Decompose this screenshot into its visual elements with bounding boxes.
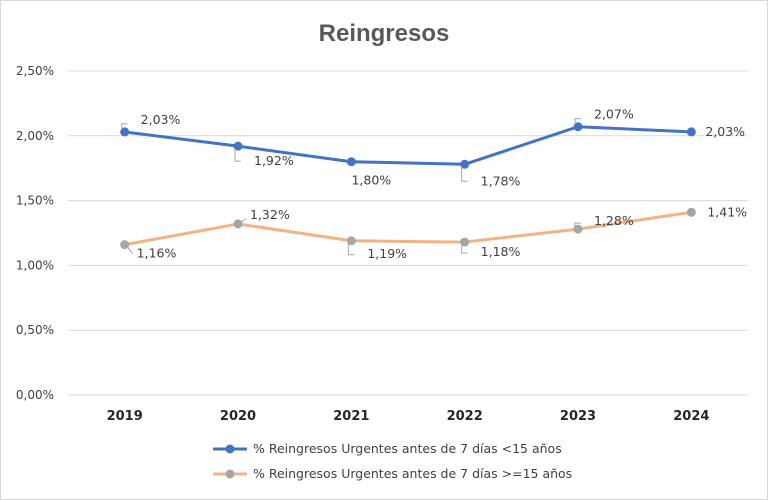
series-1-data-label: 1,92%: [254, 153, 294, 168]
series-1-data-label: 2,03%: [141, 112, 181, 127]
series-2-point: [120, 240, 130, 250]
series-2-point: [573, 224, 583, 234]
x-tick-label: 2021: [333, 409, 369, 424]
data-label-leader: [126, 245, 134, 254]
legend-marker-2: [225, 469, 235, 479]
series-2-data-label: 1,19%: [367, 246, 407, 261]
data-label-leader: [347, 242, 355, 256]
x-tick-label: 2020: [220, 409, 256, 424]
legend-label-2: % Reingresos Urgentes antes de 7 días >=…: [253, 466, 572, 481]
data-label-leader: [461, 166, 468, 182]
series-1-point: [460, 159, 470, 169]
series-1-data-label: 1,80%: [351, 173, 391, 188]
x-tick-label: 2022: [447, 409, 483, 424]
chart-title: Reingresos: [319, 20, 450, 47]
x-axis-ticks: 2019 2020 2021 2022 2023 2024: [107, 409, 710, 424]
series-1-data-label: 1,78%: [481, 173, 521, 188]
y-tick-label: 2,00%: [16, 129, 54, 143]
series-2-point: [460, 237, 470, 247]
series-1-point: [120, 127, 130, 137]
series-2-data-label: 1,18%: [481, 244, 521, 259]
gridlines: [68, 70, 748, 396]
y-tick-label: 1,50%: [16, 194, 54, 208]
legend-label-1: % Reingresos Urgentes antes de 7 días <1…: [253, 441, 562, 456]
series-2-point: [686, 207, 696, 217]
series-1-data-label: 2,03%: [705, 124, 745, 139]
series-1-data-label: 2,07%: [594, 107, 634, 122]
series-2-data-label: 1,28%: [594, 213, 634, 228]
x-tick-label: 2024: [673, 409, 709, 424]
series-1-point: [346, 157, 356, 167]
series-line-1: [123, 125, 693, 166]
series-2-point: [346, 236, 356, 246]
data-label-leader: [461, 244, 468, 254]
y-tick-label: 0,50%: [16, 323, 54, 337]
series-1-point: [233, 141, 243, 151]
series-1-point: [573, 122, 583, 132]
series-2-data-label: 1,41%: [707, 204, 747, 219]
y-tick-label: 1,00%: [16, 258, 54, 272]
data-label-leader: [234, 148, 241, 162]
series-layer: [120, 122, 696, 250]
data-label-leader: [574, 118, 581, 125]
legend: % Reingresos Urgentes antes de 7 días <1…: [213, 441, 572, 481]
data-label-leader: [574, 222, 581, 228]
series-2-data-label: 1,16%: [137, 246, 177, 261]
y-axis-ticks: 0,00% 0,50% 1,00% 1,50% 2,00% 2,50%: [16, 64, 54, 402]
series-2-point: [233, 219, 243, 229]
x-tick-label: 2023: [560, 409, 596, 424]
series-1-point: [686, 127, 696, 137]
series-2-data-label: 1,32%: [250, 207, 290, 222]
data-label-leader: [121, 123, 128, 130]
data-label-leader: [239, 218, 247, 224]
series-line-2: [123, 210, 693, 247]
x-tick-label: 2019: [107, 409, 143, 424]
y-tick-label: 2,50%: [16, 64, 54, 78]
data-labels: 2,03% 1,92% 1,80% 1,78% 2,07% 2,03% 1,16% 1,32%…: [121, 107, 747, 261]
legend-marker-1: [225, 444, 235, 454]
y-tick-label: 0,00%: [16, 388, 54, 402]
